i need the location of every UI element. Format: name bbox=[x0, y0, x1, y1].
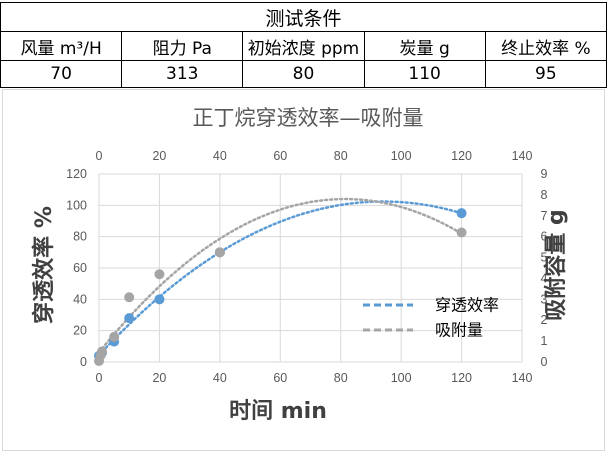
x-top-tick-label: 60 bbox=[273, 149, 287, 163]
chart-area: 正丁烷穿透效率—吸附量 0 20 40 60 80 100 120 0 1 2 3 4 5 6 7 8 9 0 0 2… bbox=[2, 89, 605, 451]
x-axis-title: 时间 min bbox=[229, 399, 327, 424]
data-point-adsorption bbox=[97, 346, 108, 357]
data-point-breakthrough bbox=[154, 294, 165, 305]
y-right-tick-label: 0 bbox=[541, 355, 548, 369]
value-carbon-amount: 110 bbox=[363, 60, 486, 88]
data-point-adsorption bbox=[124, 292, 135, 303]
header-resistance: 阻力 Pa bbox=[121, 31, 244, 61]
value-end-efficiency: 95 bbox=[484, 60, 608, 88]
y-axis-left-title: 穿透效率 % bbox=[31, 206, 57, 324]
x-bottom-tick-label: 40 bbox=[213, 371, 227, 385]
header-airflow: 风量 m³/H bbox=[0, 31, 123, 61]
x-bottom-tick-label: 100 bbox=[391, 371, 412, 385]
y-right-tick-label: 3 bbox=[541, 292, 548, 306]
x-top-tick-label: 80 bbox=[334, 149, 348, 163]
x-top-tick-label: 140 bbox=[512, 149, 533, 163]
value-resistance: 313 bbox=[121, 60, 244, 88]
data-point-breakthrough bbox=[456, 208, 467, 219]
table-title: 测试条件 bbox=[0, 2, 607, 32]
x-bottom-tick-label: 60 bbox=[273, 371, 287, 385]
y-left-tick-label: 120 bbox=[66, 167, 87, 181]
tick-labels: 0204060801001200123456789002020404060608… bbox=[66, 149, 547, 385]
x-bottom-tick-label: 20 bbox=[152, 371, 166, 385]
x-bottom-tick-label: 80 bbox=[334, 371, 348, 385]
y-right-tick-label: 9 bbox=[541, 167, 548, 181]
data-point-adsorption bbox=[154, 269, 165, 280]
x-bottom-tick-label: 0 bbox=[96, 371, 103, 385]
trendline-adsorption bbox=[97, 197, 463, 354]
y-left-tick-label: 20 bbox=[73, 324, 87, 338]
y-left-tick-label: 0 bbox=[80, 355, 87, 369]
y-left-tick-label: 80 bbox=[73, 230, 87, 244]
x-bottom-tick-label: 120 bbox=[451, 371, 472, 385]
y-right-tick-label: 1 bbox=[541, 334, 548, 348]
legend-label-adsorption: 吸附量 bbox=[435, 321, 483, 340]
x-bottom-tick-label: 140 bbox=[512, 371, 533, 385]
x-top-tick-label: 100 bbox=[391, 149, 412, 163]
y-left-tick-label: 40 bbox=[73, 292, 87, 306]
x-top-tick-label: 120 bbox=[451, 149, 472, 163]
y-right-tick-label: 7 bbox=[541, 209, 548, 223]
header-carbon-amount: 炭量 g bbox=[363, 31, 486, 61]
y-left-tick-label: 60 bbox=[73, 261, 87, 275]
value-airflow: 70 bbox=[0, 60, 123, 88]
data-points bbox=[94, 208, 467, 366]
data-point-adsorption bbox=[109, 331, 120, 342]
header-initial-concentration: 初始浓度 ppm bbox=[242, 31, 365, 61]
chart-svg: 正丁烷穿透效率—吸附量 0204060801001200123456789002… bbox=[31, 106, 569, 424]
legend: 穿透效率 吸附量 bbox=[363, 296, 499, 340]
chart-title: 正丁烷穿透效率—吸附量 bbox=[193, 106, 424, 130]
y-right-tick-label: 5 bbox=[541, 251, 548, 265]
test-conditions-table: 测试条件 风量 m³/H 阻力 Pa 初始浓度 ppm 炭量 g 终止效率 % … bbox=[0, 2, 608, 88]
x-top-tick-label: 0 bbox=[96, 149, 103, 163]
x-top-tick-label: 20 bbox=[152, 149, 166, 163]
x-top-tick-label: 40 bbox=[213, 149, 227, 163]
data-point-adsorption bbox=[214, 247, 225, 258]
y-left-tick-label: 100 bbox=[66, 198, 87, 212]
data-point-adsorption bbox=[456, 227, 467, 238]
y-right-tick-label: 2 bbox=[541, 313, 548, 327]
data-point-breakthrough bbox=[124, 313, 135, 324]
y-right-tick-label: 6 bbox=[541, 230, 548, 244]
value-initial-concentration: 80 bbox=[242, 60, 365, 88]
y-right-tick-label: 8 bbox=[541, 188, 548, 202]
legend-label-breakthrough: 穿透效率 bbox=[435, 296, 499, 315]
y-right-tick-label: 4 bbox=[541, 271, 548, 285]
header-end-efficiency: 终止效率 % bbox=[484, 31, 608, 61]
y-axis-right-title: 吸附容量 g bbox=[543, 209, 569, 320]
